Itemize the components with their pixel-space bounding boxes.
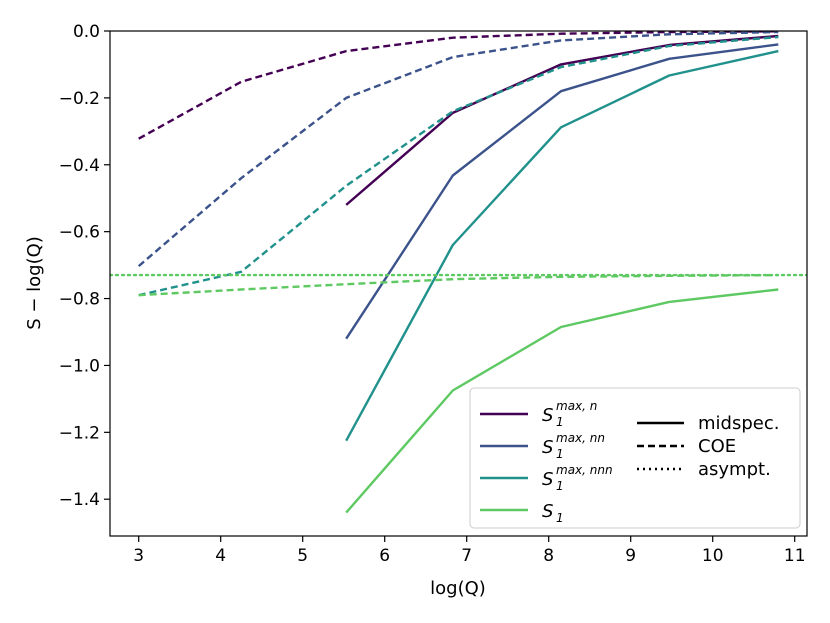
y-tick-label: 0.0 <box>73 22 100 42</box>
legend-color-label: S <box>542 501 553 522</box>
x-tick-label: 8 <box>543 546 554 566</box>
plot-frame <box>109 30 808 537</box>
legend-color-label: S <box>542 469 553 490</box>
x-tick-label: 6 <box>379 546 390 566</box>
series-line-s1max_nn-solid <box>345 43 779 340</box>
y-tick-label: −1.4 <box>59 490 100 510</box>
x-tick-label: 4 <box>215 546 226 566</box>
x-tick-label: 5 <box>297 546 308 566</box>
legend-color-subscript: 1 <box>556 511 564 525</box>
legend-style-label: asympt. <box>698 459 771 480</box>
y-tick-label: −0.6 <box>59 223 100 243</box>
ticks-layer: 3 4 5 6 7 8 9 10 110.0−0.2−0.4−0.6−0.8−1.0−1.2−1… <box>59 22 806 566</box>
legend-frame <box>469 387 801 529</box>
series-line-s1max_nn-dashed <box>137 31 779 268</box>
legend-color-subscript: 1 <box>556 415 564 429</box>
series-layer <box>110 31 807 514</box>
x-tick-label: 11 <box>784 546 806 566</box>
y-tick-label: −0.8 <box>59 290 100 310</box>
series-line-s1max_n-solid <box>345 34 779 206</box>
legend-color-superscript: max, n <box>556 399 597 413</box>
legend-color-superscript: max, nn <box>556 431 605 445</box>
legend-color-subscript: 1 <box>556 479 564 493</box>
x-axis-label: log(Q) <box>430 578 486 599</box>
series-line-s1-dashed <box>138 273 779 297</box>
legend-color-superscript: max, nnn <box>556 463 613 477</box>
y-tick-label: −1.0 <box>59 356 100 376</box>
y-tick-label: −1.2 <box>59 423 100 443</box>
y-axis-label: S − log(Q) <box>24 236 45 330</box>
y-tick-label: −0.2 <box>59 89 100 109</box>
legend-style-label: COE <box>698 436 736 457</box>
legend-color-label: S <box>542 405 553 426</box>
legend-color-subscript: 1 <box>556 447 564 461</box>
x-tick-label: 7 <box>461 546 472 566</box>
y-tick-label: −0.4 <box>59 156 100 176</box>
legend-color-label: S <box>542 437 553 458</box>
x-tick-label: 10 <box>702 546 724 566</box>
x-tick-label: 9 <box>625 546 636 566</box>
x-tick-label: 3 <box>133 546 144 566</box>
series-line-s1max_nnn-solid <box>345 49 779 442</box>
series-line-s1max_n-dashed <box>138 31 779 140</box>
series-line-s1max_nnn-dashed <box>138 35 779 297</box>
series-line-s1-solid <box>345 288 779 514</box>
legend-style-label: midspec. <box>698 413 779 434</box>
